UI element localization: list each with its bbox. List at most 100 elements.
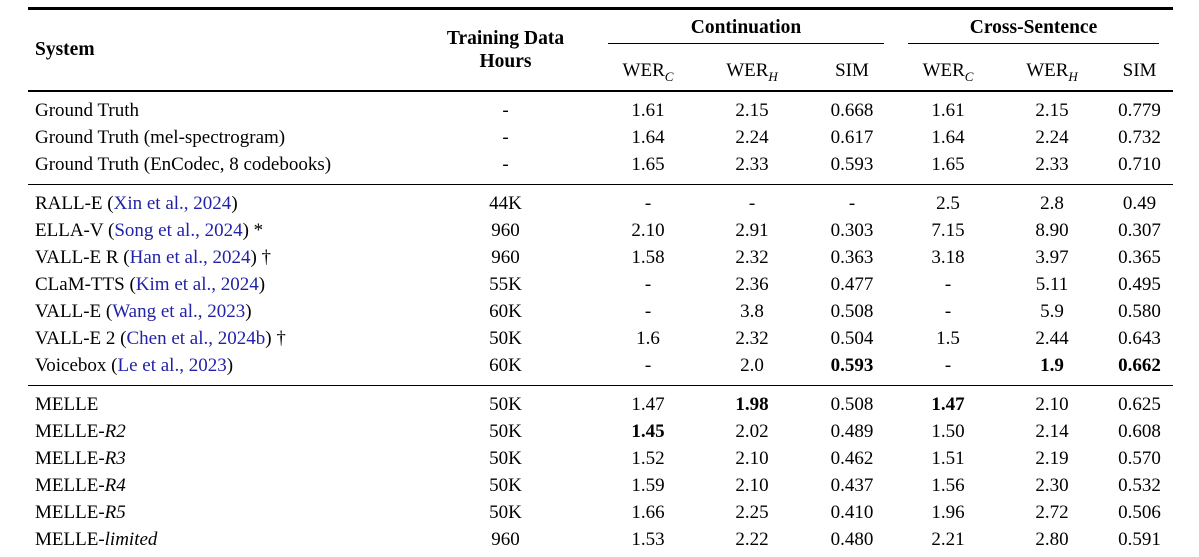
metric-value-cell: 2.15 [735,99,769,121]
metric-value-cell: 2.32 [735,246,769,268]
metric-value-cell: 0.508 [830,300,874,322]
system-cell: Ground Truth (mel-spectrogram) [35,126,286,148]
training-hours-cell: 960 [491,246,520,268]
training-hours-cell: 55K [489,273,522,295]
table-row: VALL-E R (Han et al., 2024) † 960 1.58 2.32… [28,244,1173,271]
metric-value-cell: 0.365 [1118,246,1161,268]
metric-subscript: C [964,68,974,84]
header-row-groups: System Training Data Hours Continuation … [28,9,1173,72]
system-variant-label: limited [104,528,158,550]
training-hours-cell: 50K [489,501,522,523]
table-row: MELLE-R2 50K 1.45 2.02 0.489 1.50 2.14 0.608 [28,418,1173,445]
metric-value-cell: 2.24 [735,126,769,148]
col-header-training-hours: Training Data Hours [413,9,598,92]
section-melle: MELLE 50K 1.47 1.98 0.508 1.47 2.10 0.625 MELLE-… [28,385,1174,557]
metric-value-cell: 0.504 [830,327,874,349]
training-hours-cell: 960 [491,528,520,550]
metric-value-cell: 1.65 [631,153,665,175]
metric-value-cell: 2.91 [735,219,769,241]
metric-value-cell: 2.10 [1035,393,1069,415]
metric-base: WER [726,60,769,81]
group-header-continuation: Continuation [598,9,898,53]
paper-table-page: System Training Data Hours Continuation … [0,7,1199,557]
col-header-continuation-wer-h: WERH [698,52,806,91]
metric-value-cell: 1.47 [631,393,665,415]
metric-value-cell: 0.363 [830,246,874,268]
training-hours-cell: 44K [489,192,522,214]
citation-link[interactable]: Wang et al., 2023 [112,300,246,322]
training-header-line1: Training Data [446,28,565,49]
table-row: RALL-E (Xin et al., 2024) 44K - - - 2.5 2.8 0.4… [28,185,1173,218]
metric-value-cell: 1.9 [1040,354,1064,376]
metric-value-cell: 1.65 [931,153,965,175]
table-header: System Training Data Hours Continuation … [28,9,1174,91]
metric-value-cell: 0.437 [830,474,874,496]
metric-value-cell: 1.64 [931,126,965,148]
metric-value-cell: 0.617 [830,126,874,148]
training-hours-cell: 50K [489,327,522,349]
metric-value-cell: 8.90 [1035,219,1069,241]
system-cell: VALL-E (Wang et al., 2023) [35,300,252,322]
metric-value-cell: 2.25 [735,501,769,523]
training-hours-cell: 50K [489,393,522,415]
table-row: MELLE-R3 50K 1.52 2.10 0.462 1.51 2.19 0.570 [28,445,1173,472]
training-hours-cell: 50K [489,447,522,469]
metric-base: WER [922,60,965,81]
section-ground-truth: Ground Truth -1.61 2.15 0.668 1.61 2.15 0.779 G… [28,91,1174,185]
citation-link[interactable]: Kim et al., 2024 [135,273,259,295]
system-cell: Ground Truth [35,99,139,121]
metric-value-cell: 0.591 [1118,528,1161,550]
metric-value-cell: 2.22 [735,528,769,550]
metric-value-cell: 2.36 [735,273,769,295]
system-cell: MELLE-R4 [35,474,126,496]
system-cell: Ground Truth (EnCodec, 8 codebooks) [35,153,332,175]
metric-value-cell: 2.21 [931,528,965,550]
col-header-cross-wer-h: WERH [998,52,1106,91]
metric-value-cell: 2.72 [1035,501,1069,523]
metric-value-cell: 0.710 [1118,153,1161,175]
metric-value-cell: 1.45 [631,420,665,442]
metric-value-cell: 0.480 [830,528,874,550]
system-variant-label: R5 [104,501,126,523]
metric-value-cell: 2.10 [735,474,769,496]
citation-link[interactable]: Le et al., 2023 [117,354,227,376]
metric-value-cell: - [644,273,652,295]
citation-link[interactable]: Song et al., 2024 [114,219,243,241]
group-header-continuation-label: Continuation [608,10,885,44]
metric-value-cell: 1.64 [631,126,665,148]
system-cell: VALL-E 2 (Chen et al., 2024b) † [35,327,286,349]
metric-value-cell: 0.49 [1122,192,1157,214]
metric-value-cell: 0.668 [830,99,874,121]
table-row: ELLA-V (Song et al., 2024) * 960 2.10 2.91 0… [28,217,1173,244]
metric-value-cell: 1.51 [931,447,965,469]
metric-value-cell: 0.495 [1118,273,1161,295]
metric-value-cell: - [644,192,652,214]
metric-value-cell: 1.61 [931,99,965,121]
metric-value-cell: 2.8 [1040,192,1064,214]
system-cell: MELLE-R3 [35,447,126,469]
metric-value-cell: 1.66 [631,501,665,523]
header-row-metrics: WERC WERH SIM WERC WERH SIM [28,52,1173,91]
metric-value-cell: 0.732 [1118,126,1161,148]
metric-value-cell: 2.10 [735,447,769,469]
system-cell: MELLE-limited [35,528,158,550]
system-cell: MELLE-R5 [35,501,126,523]
metric-value-cell: 0.608 [1118,420,1161,442]
system-cell: Voicebox (Le et al., 2023) [35,354,234,376]
metric-value-cell: 3.8 [740,300,764,322]
citation-link[interactable]: Chen et al., 2024b [126,327,266,349]
metric-base: SIM [1122,60,1157,81]
metric-value-cell: 2.10 [631,219,665,241]
metric-value-cell: 0.307 [1118,219,1161,241]
metric-value-cell: 2.15 [1035,99,1069,121]
metric-value-cell: 3.18 [931,246,965,268]
table-row: Ground Truth (mel-spectrogram) - 1.64 2.24 0… [28,124,1173,151]
training-hours-cell: - [502,153,509,175]
citation-link[interactable]: Xin et al., 2024 [113,192,232,214]
table-row: VALL-E 2 (Chen et al., 2024b) † 50K 1.6 2.3… [28,325,1173,352]
col-header-cross-wer-c: WERC [898,52,998,91]
citation-link[interactable]: Han et al., 2024 [129,246,251,268]
training-hours-cell: - [502,126,509,148]
metric-value-cell: 5.11 [1035,273,1069,295]
metric-value-cell: 2.0 [740,354,764,376]
